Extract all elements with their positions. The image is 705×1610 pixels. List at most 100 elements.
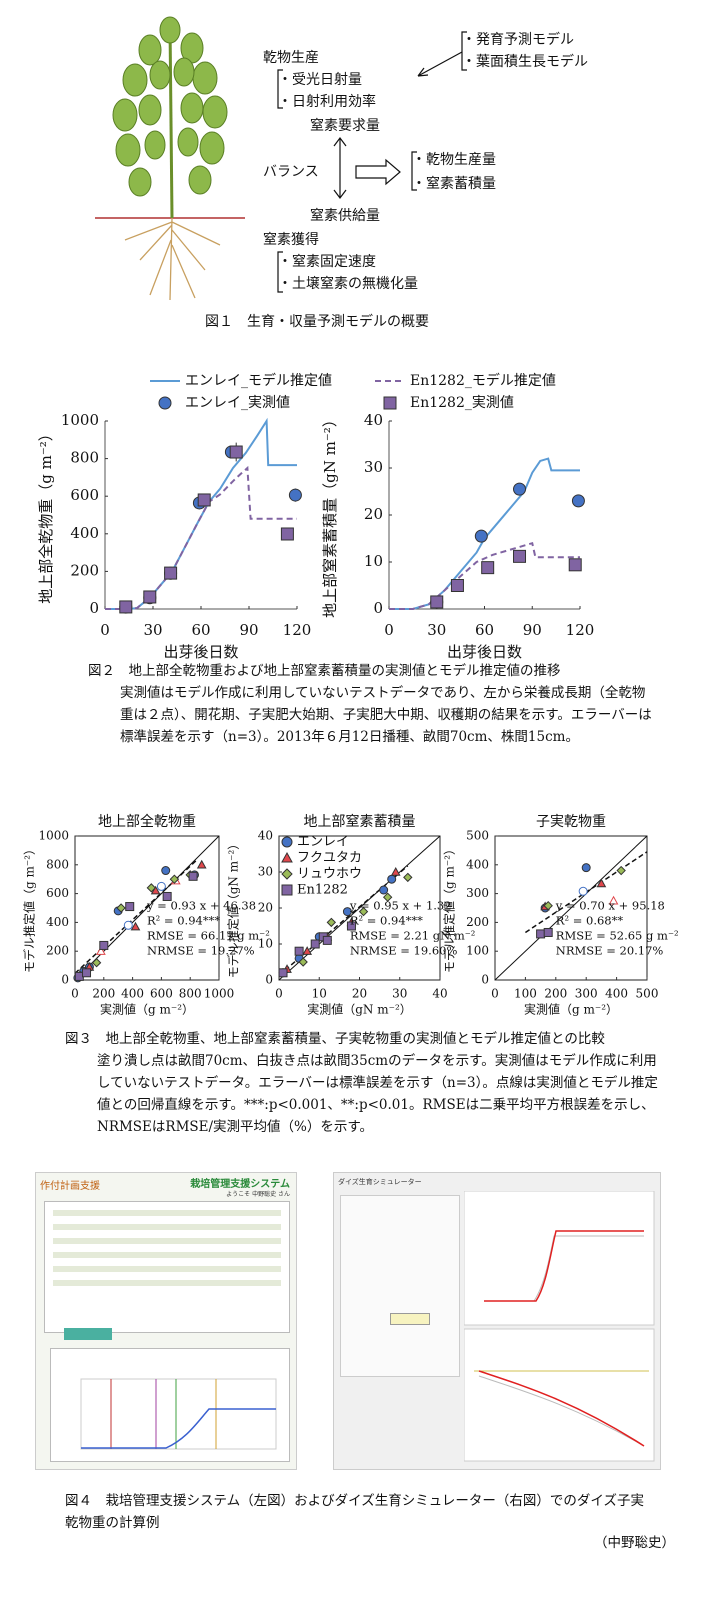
mini-chart [80,1378,277,1450]
y-tick-label: 40 [364,411,383,429]
annotation: y = 0.70 x + 95.18 [555,899,665,913]
y-tick-label: 30 [258,865,273,879]
x-tick-label: 800 [179,987,202,1001]
diagram-label: ・葉面積生長モデル [462,53,588,70]
y-axis-label: モデル推定値（g m⁻²） [442,843,457,973]
screen-title: ダイズ生育シミュレーター [338,1178,422,1186]
settings-panel [340,1195,460,1377]
y-tick-label: 0 [481,973,489,987]
x-tick-label: 30 [392,987,407,1001]
annotation: RMSE = 52.65 g m⁻² [556,929,679,943]
y-tick-label: 10 [258,937,273,951]
annotation: R² = 0.94*** [350,914,423,928]
x-tick-label: 200 [544,987,567,1001]
point [82,968,92,978]
diagram-lines [277,31,467,293]
y-axis-label: 地上部窒素蓄積量（gN m⁻²） [321,412,339,618]
caption-body: 塗り潰し点は畝間70cm、白抜き点は畝間35cmのデータを示す。実測値はモデル作… [97,1053,658,1135]
point [403,872,413,883]
point [150,885,161,895]
y-tick-label: 0 [265,973,273,987]
point [164,566,178,580]
annotation: NRMSE = 19.27% [147,944,255,958]
point [543,900,553,911]
y-tick-label: 600 [46,886,69,900]
point [278,968,288,978]
x-tick-label: 20 [352,987,367,1001]
point [513,482,527,496]
y-tick-label: 20 [364,505,383,523]
x-tick-label: 30 [143,621,162,639]
point [146,883,157,893]
point [125,902,135,912]
annotation: NRMSE = 20.17% [556,944,664,958]
point [342,907,352,917]
plot-frame [494,835,648,981]
x-tick-label: 90 [523,621,542,639]
y-tick-label: 400 [70,524,99,542]
legend-label: En1282 [297,883,348,898]
y-tick-label: 800 [46,857,69,871]
point [450,579,464,592]
x-tick-label: 300 [575,987,598,1001]
point [616,865,626,876]
welcome: ようこそ 中野聡史 さん [226,1191,290,1198]
point [280,527,294,541]
result-panel [50,1348,290,1462]
legend-marker [281,851,293,863]
point [91,958,102,968]
point [578,886,588,896]
x-tick-label: 400 [121,987,144,1001]
x-tick-label: 90 [239,621,258,639]
point [382,892,393,902]
diagram-label: 乾物生産 [263,50,319,66]
legend-label: En1282_実測値 [410,395,514,411]
point [358,906,369,917]
point [379,885,389,895]
point [143,590,157,604]
diagram-label: ・窒素蓄積量 [412,175,496,192]
point [387,874,397,884]
annotation: y = 0.93 x + 46.38 [146,899,256,913]
diagram-label: ・乾物生産量 [412,152,496,168]
x-tick-label: 400 [605,987,628,1001]
button[interactable] [64,1328,112,1340]
legend-marker [158,396,172,410]
right-screenshot: ダイズ生育シミュレーター [333,1172,661,1470]
point [481,561,495,575]
identity-line [494,835,648,981]
x-axis-label: 実測値（gN m⁻²） [307,1002,412,1017]
annotation: RMSE = 2.21 gN m⁻² [350,929,476,943]
x-axis-label: 出芽後日数 [163,643,238,661]
figure2-caption: 図２ 地上部全乾物重および地上部窒素蓄積量の実測値とモデル推定値の推移 実測値は… [88,660,658,748]
annotation: RMSE = 66.17 g m⁻² [147,929,270,943]
caption-body: 実測値はモデル作成に利用していないテストデータであり、左から栄養成長期（全乾物重… [120,685,652,745]
legend-marker [281,868,293,880]
y-tick-label: 100 [466,944,489,958]
x-tick-label: 0 [491,987,499,1001]
point [326,917,337,928]
chart-title: 子実乾物重 [536,814,606,830]
x-tick-label: 60 [475,621,494,639]
point [536,929,546,939]
y-tick-label: 0 [61,973,69,987]
y-tick-label: 20 [258,901,273,915]
point [346,921,356,931]
identity-line [278,835,441,981]
y-tick-label: 800 [70,449,99,467]
point [322,935,332,945]
x-tick-label: 0 [275,987,283,1001]
y-tick-label: 40 [258,829,273,843]
point [474,529,488,543]
point [596,878,607,888]
y-tick-label: 300 [466,886,489,900]
y-tick-label: 1000 [38,829,69,843]
run-button[interactable] [390,1313,430,1325]
y-tick-label: 400 [46,915,69,929]
point [116,903,126,913]
point [568,558,582,572]
legend-label: エンレイ_モデル推定値 [185,372,332,389]
point [298,957,308,967]
